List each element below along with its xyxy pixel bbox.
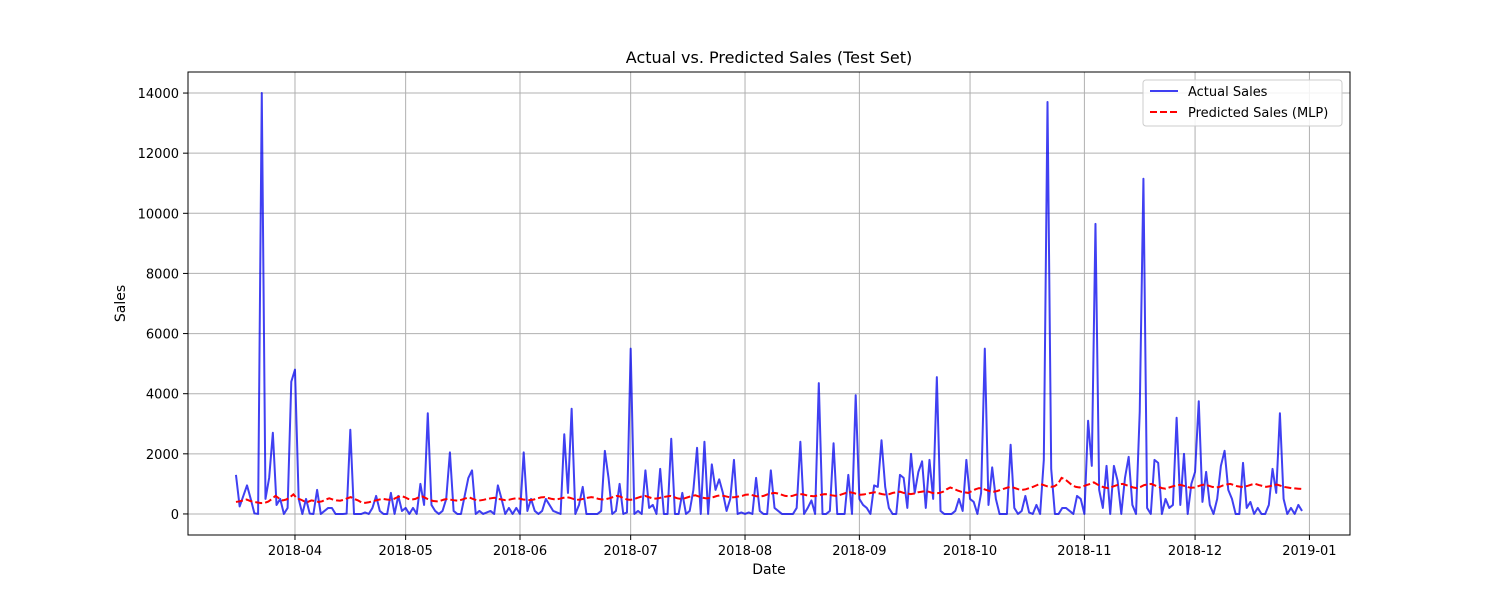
axis-ticks: 2018-04 2018-05 2018-06 2018-07 2018-08 2018-… <box>138 87 1337 559</box>
legend: Actual Sales Predicted Sales (MLP) <box>1142 79 1343 127</box>
x-tick-label: 2018-07 <box>604 544 658 559</box>
x-tick-label: 2019-01 <box>1282 544 1336 559</box>
legend-box <box>1142 79 1343 127</box>
x-axis-title: Date <box>752 562 785 578</box>
x-tick-label: 2018-06 <box>493 544 547 559</box>
plot-frame <box>187 71 1351 536</box>
y-tick-label: 4000 <box>146 388 179 403</box>
y-tick-label: 14000 <box>138 87 179 102</box>
y-tick-label: 8000 <box>146 267 179 282</box>
y-tick-label: 2000 <box>146 448 179 463</box>
x-tick-label: 2018-10 <box>943 544 997 559</box>
grid <box>188 72 1350 535</box>
legend-label-predicted: Predicted Sales (MLP) <box>1188 106 1328 121</box>
x-tick-label: 2018-04 <box>268 544 322 559</box>
x-tick-label: 2018-08 <box>718 544 772 559</box>
x-tick-label: 2018-05 <box>378 544 432 559</box>
y-tick-label: 12000 <box>138 147 179 162</box>
x-tick-label: 2018-09 <box>832 544 886 559</box>
series-layer <box>234 92 1303 515</box>
legend-label-actual: Actual Sales <box>1188 85 1268 100</box>
predicted-sales-line <box>235 476 1303 505</box>
chart-title: Actual vs. Predicted Sales (Test Set) <box>626 48 912 67</box>
y-tick-label: 6000 <box>146 328 179 343</box>
x-tick-label: 2018-12 <box>1168 544 1222 559</box>
y-axis-title: Sales <box>113 285 129 322</box>
y-tick-label: 10000 <box>138 207 179 222</box>
x-tick-label: 2018-11 <box>1057 544 1111 559</box>
y-tick-label: 0 <box>171 508 179 523</box>
